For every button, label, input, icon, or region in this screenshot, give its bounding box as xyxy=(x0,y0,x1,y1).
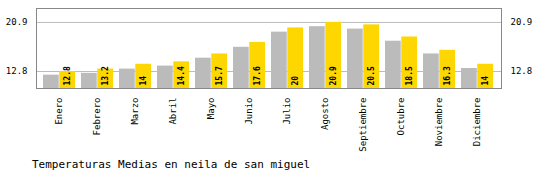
svg-text:Junio: Junio xyxy=(244,98,254,125)
svg-text:12.8: 12.8 xyxy=(63,66,72,85)
svg-text:Abril: Abril xyxy=(168,98,178,125)
svg-text:Septiembre: Septiembre xyxy=(358,98,368,152)
svg-text:Agosto: Agosto xyxy=(320,98,330,131)
svg-text:20.9: 20.9 xyxy=(329,66,338,85)
svg-text:20.5: 20.5 xyxy=(367,66,376,85)
svg-text:Julio: Julio xyxy=(282,98,292,125)
svg-text:12.8: 12.8 xyxy=(6,66,28,76)
svg-text:20: 20 xyxy=(291,76,300,86)
svg-text:12.8: 12.8 xyxy=(511,66,533,76)
html-text:Temperaturas Medias en neila d: Temperaturas Medias en neila de san migu… xyxy=(32,158,311,171)
svg-text:Noviembre: Noviembre xyxy=(434,98,444,147)
svg-text:17.6: 17.6 xyxy=(253,66,262,85)
svg-text:20.9: 20.9 xyxy=(6,17,28,27)
svg-text:15.7: 15.7 xyxy=(215,66,224,85)
svg-text:14: 14 xyxy=(481,76,490,86)
svg-text:Febrero: Febrero xyxy=(92,98,102,136)
svg-text:14: 14 xyxy=(139,76,148,86)
svg-text:16.3: 16.3 xyxy=(443,66,452,85)
svg-text:18.5: 18.5 xyxy=(405,66,414,85)
svg-text:14.4: 14.4 xyxy=(177,66,186,85)
svg-text:20.9: 20.9 xyxy=(511,17,533,27)
svg-text:Enero: Enero xyxy=(54,98,64,125)
svg-text:Octubre: Octubre xyxy=(396,98,406,136)
svg-text:Marzo: Marzo xyxy=(130,98,140,125)
svg-text:13.2: 13.2 xyxy=(101,66,110,85)
svg-text:Mayo: Mayo xyxy=(206,98,216,120)
svg-text:Diciembre: Diciembre xyxy=(472,98,482,147)
